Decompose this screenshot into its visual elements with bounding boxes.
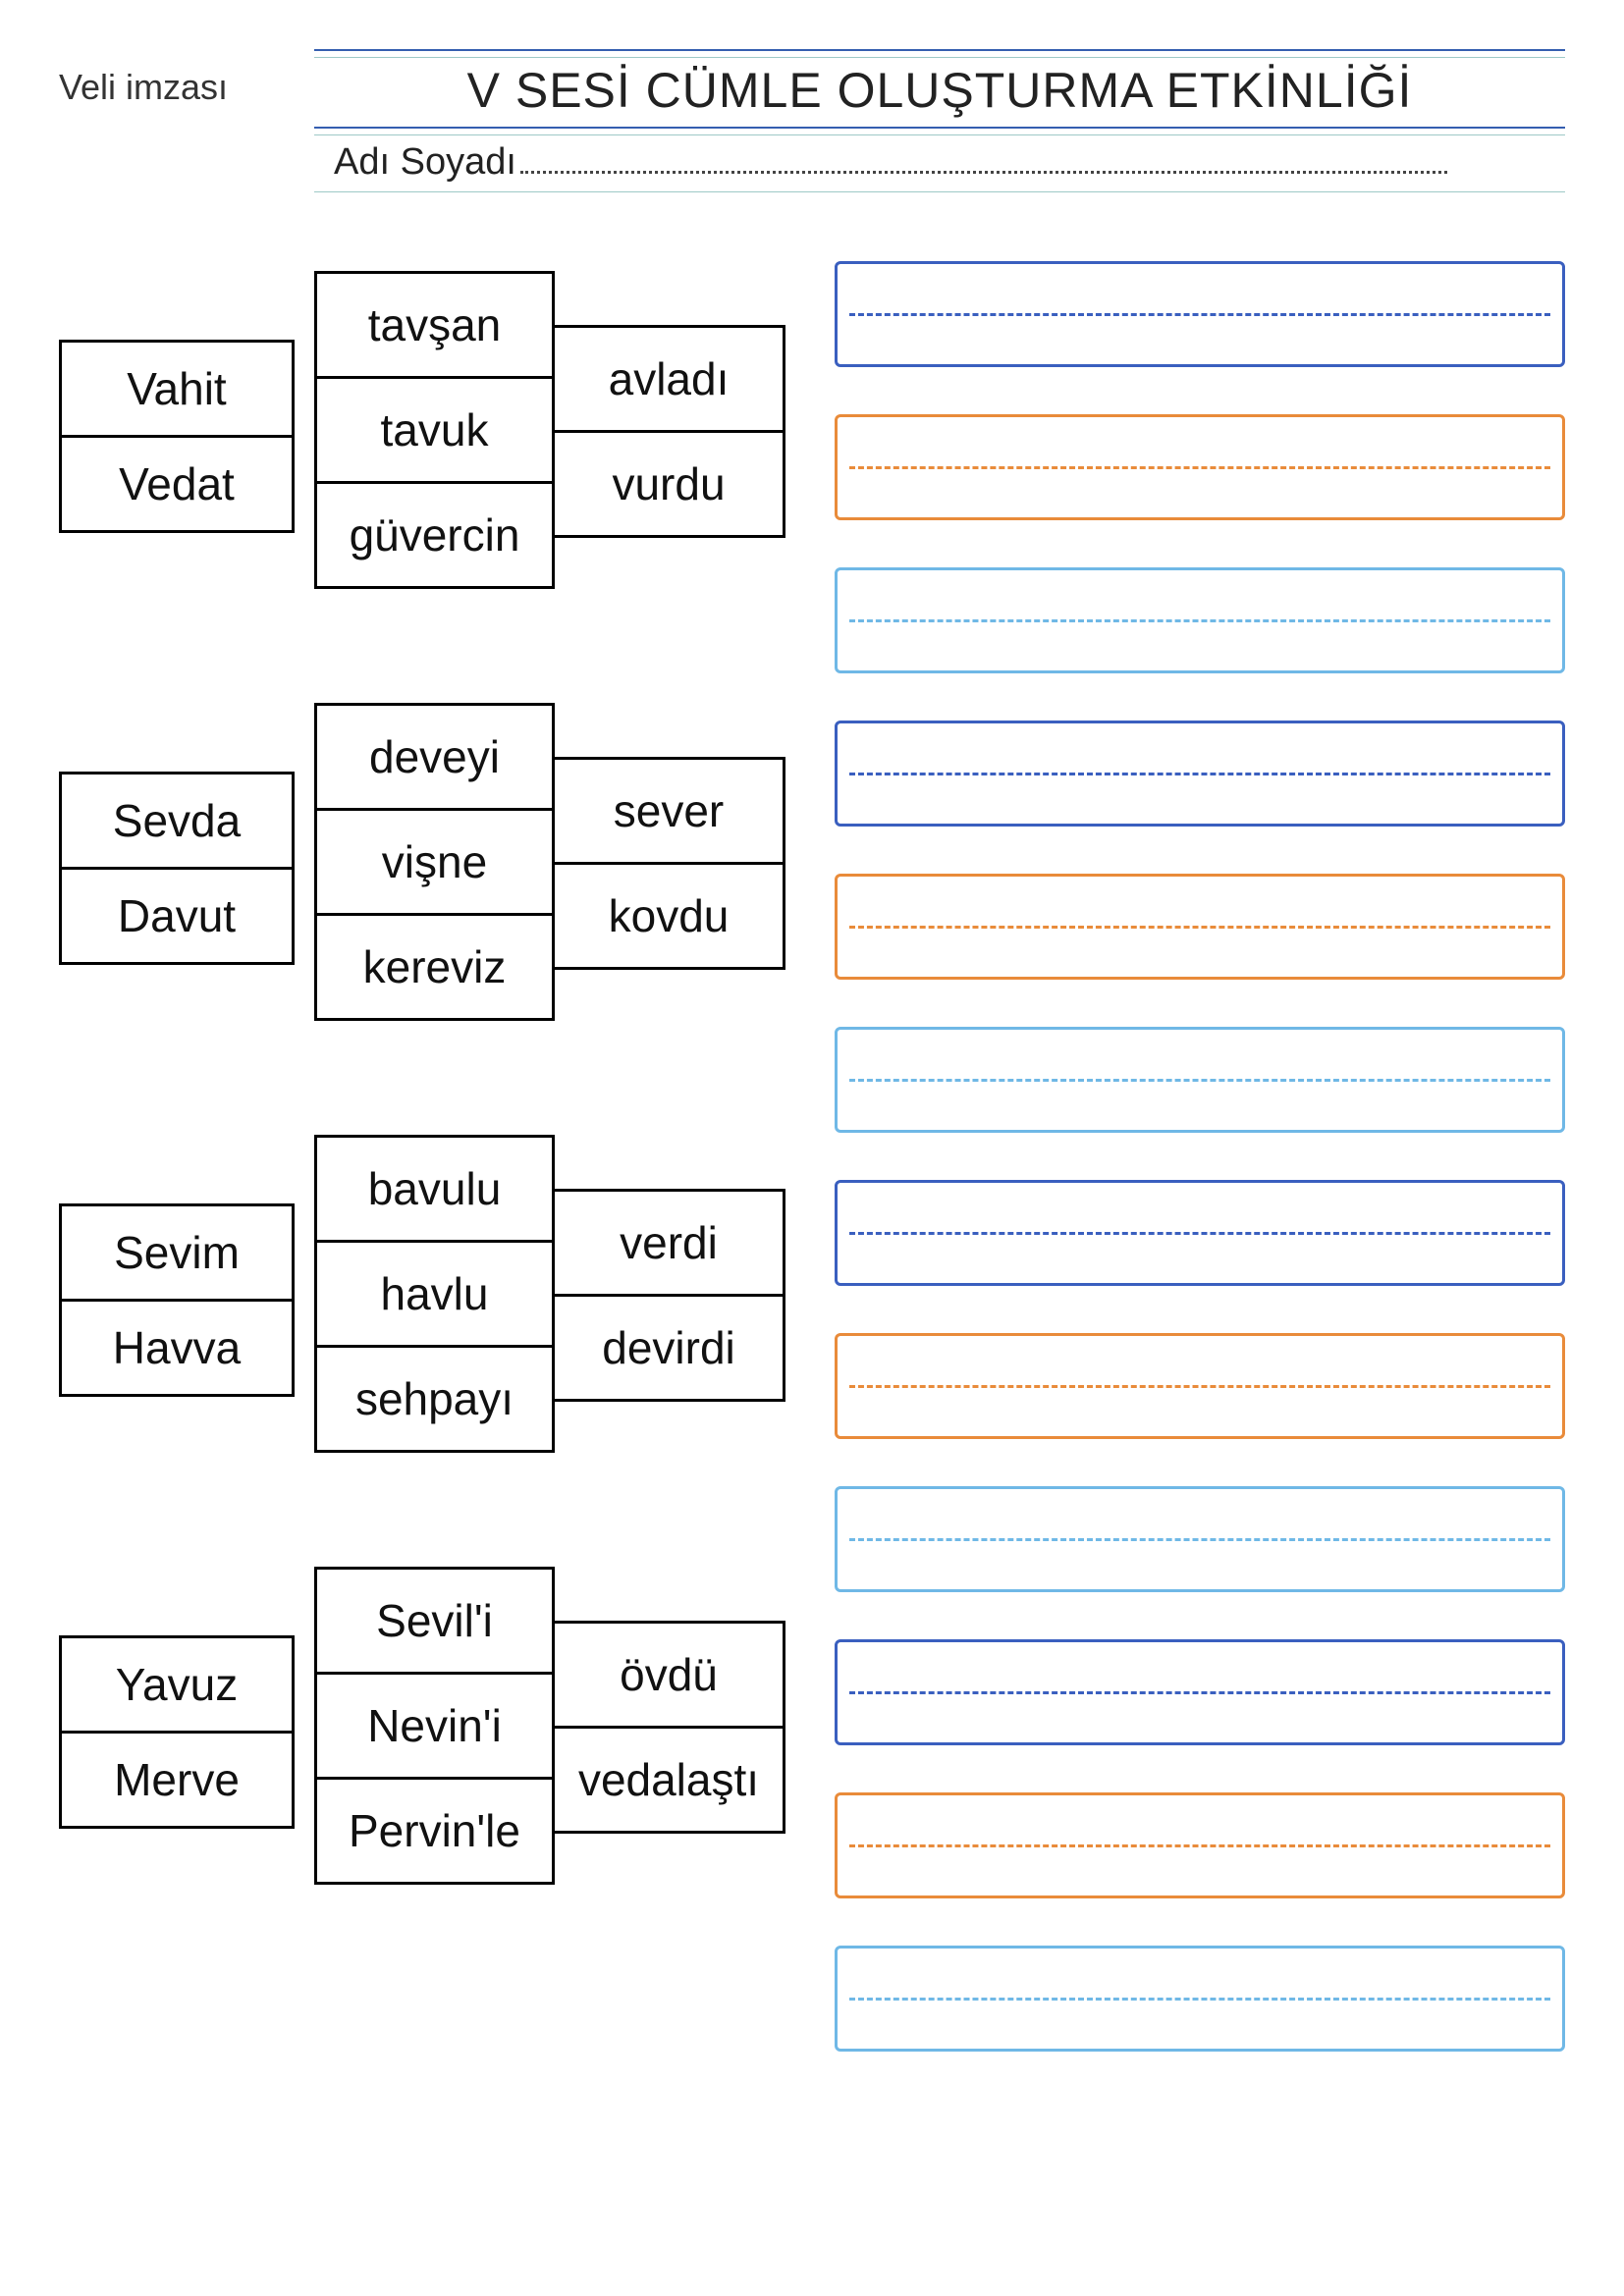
answer-line[interactable] [835,1792,1565,1898]
rule-line-mid [314,127,1565,129]
student-name-row: Adı Soyadı [314,135,1565,191]
word-box: deveyi [314,703,555,811]
word-box: sehpayı [314,1345,555,1453]
writing-guideline [849,619,1550,622]
word-group-3: Sevim Havva bavulu havlu sehpayı verdi d… [59,1125,785,1468]
writing-guideline [849,1844,1550,1847]
title-block: V SESİ CÜMLE OLUŞTURMA ETKİNLİĞİ Adı Soy… [314,49,1565,192]
word-diagrams-column: Vahit Vedat tavşan tavuk güvercin avladı… [59,251,785,2052]
worksheet-body: Vahit Vedat tavşan tavuk güvercin avladı… [59,251,1565,2052]
writing-guideline [849,1232,1550,1235]
answer-line[interactable] [835,1180,1565,1286]
word-box: avladı [552,325,785,433]
word-box: vedalaştı [552,1726,785,1834]
word-box: Vahit [59,340,295,438]
student-name-blank[interactable] [520,158,1447,174]
rule-line-bottom [314,191,1565,192]
writing-guideline [849,926,1550,929]
word-box: Merve [59,1731,295,1829]
answer-line[interactable] [835,1486,1565,1592]
word-box: verdi [552,1189,785,1297]
answer-line[interactable] [835,1946,1565,2052]
word-box: bavulu [314,1135,555,1243]
answer-line[interactable] [835,721,1565,827]
answer-line[interactable] [835,1639,1565,1745]
word-box: Yavuz [59,1635,295,1734]
word-box: güvercin [314,481,555,589]
word-box: Nevin'i [314,1672,555,1780]
answer-line[interactable] [835,567,1565,673]
word-group-2: Sevda Davut deveyi vişne kereviz sever k… [59,693,785,1037]
answer-line[interactable] [835,1333,1565,1439]
writing-guideline [849,1538,1550,1541]
writing-guideline [849,1079,1550,1082]
word-box: Sevim [59,1203,295,1302]
word-box: kereviz [314,913,555,1021]
word-box: Havva [59,1299,295,1397]
worksheet-header: Veli imzası V SESİ CÜMLE OLUŞTURMA ETKİN… [59,49,1565,192]
answer-lines-column [835,251,1565,2052]
answer-line[interactable] [835,261,1565,367]
word-box: Sevda [59,772,295,870]
word-box: övdü [552,1621,785,1729]
word-box: tavuk [314,376,555,484]
rule-line-top [314,49,1565,51]
writing-guideline [849,1385,1550,1388]
writing-guideline [849,313,1550,316]
word-box: havlu [314,1240,555,1348]
word-group-4: Yavuz Merve Sevil'i Nevin'i Pervin'le öv… [59,1557,785,1900]
word-group-1: Vahit Vedat tavşan tavuk güvercin avladı… [59,261,785,605]
word-box: Davut [59,867,295,965]
word-box: Vedat [59,435,295,533]
answer-line[interactable] [835,1027,1565,1133]
word-box: kovdu [552,862,785,970]
writing-guideline [849,1998,1550,2001]
student-name-label: Adı Soyadı [334,141,516,184]
word-box: Sevil'i [314,1567,555,1675]
writing-guideline [849,1691,1550,1694]
answer-line[interactable] [835,414,1565,520]
word-box: devirdi [552,1294,785,1402]
word-box: tavşan [314,271,555,379]
writing-guideline [849,773,1550,775]
word-box: vurdu [552,430,785,538]
parent-signature-label: Veli imzası [59,67,228,108]
worksheet-title: V SESİ CÜMLE OLUŞTURMA ETKİNLİĞİ [314,58,1565,127]
word-box: Pervin'le [314,1777,555,1885]
word-box: vişne [314,808,555,916]
answer-line[interactable] [835,874,1565,980]
writing-guideline [849,466,1550,469]
word-box: sever [552,757,785,865]
